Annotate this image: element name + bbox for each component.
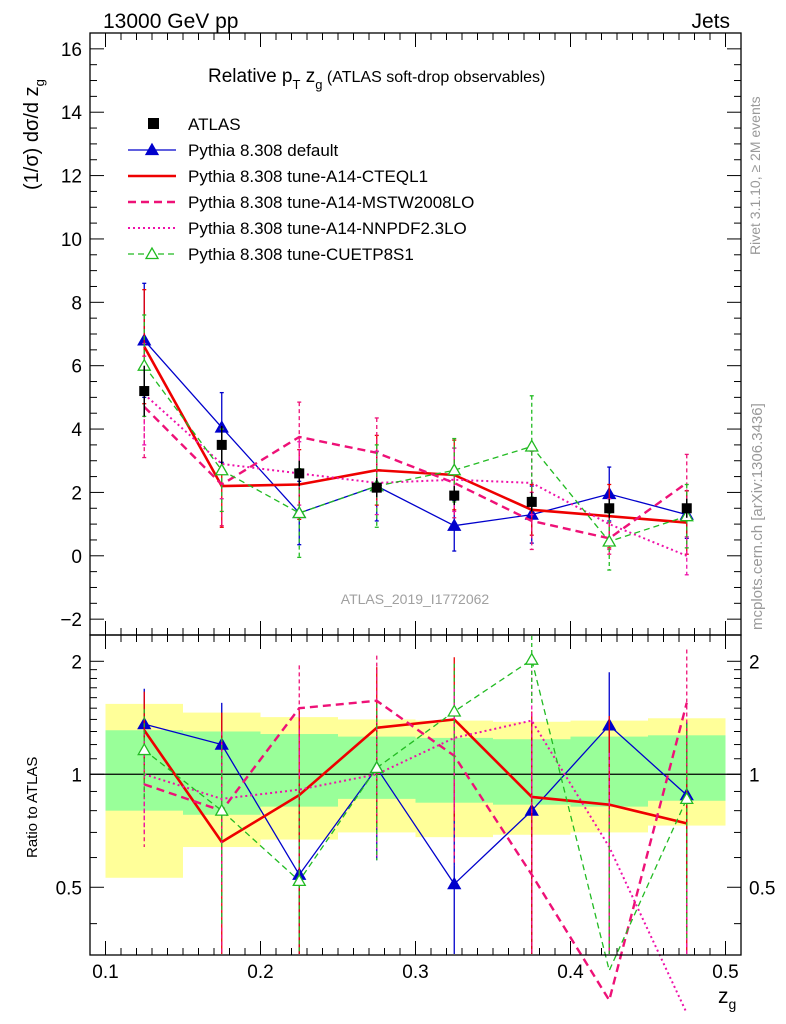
atlas-point <box>371 482 382 493</box>
series-4-ratio-line <box>143 719 688 1014</box>
ratio-y-tick-label-right: 1 <box>749 765 760 786</box>
x-axis-label-text: z <box>718 985 729 1008</box>
title-desc: (ATLAS soft-drop observables) <box>322 69 545 86</box>
series-5-ratio-point <box>214 803 229 816</box>
legend-series-4-label: Pythia 8.308 tune-A14-NNPDF2.3LO <box>188 219 467 238</box>
series-5-point <box>602 534 617 547</box>
y-tick-label: 12 <box>61 167 82 188</box>
x-axis-label-sub: g <box>729 996 737 1012</box>
series-5-point <box>214 462 229 476</box>
title-sub-t: T <box>293 77 301 92</box>
series-5-ratio-point <box>447 704 462 717</box>
title-sub-g: g <box>315 77 322 92</box>
title-z: z <box>300 66 315 87</box>
series-5-point <box>292 505 307 519</box>
y-tick-label: 8 <box>71 293 82 314</box>
series-1-line <box>143 339 687 527</box>
atlas-point <box>294 468 305 479</box>
series-5-point <box>524 439 539 452</box>
series-5-ratio-point <box>137 742 152 756</box>
atlas-point <box>139 386 150 397</box>
x-tick-label: 0.3 <box>402 962 428 983</box>
y-tick-label: 16 <box>61 40 82 61</box>
atlas-point <box>449 490 460 501</box>
y-axis-label-main-text: (1/σ) dσ/d z <box>21 86 43 190</box>
series-5-line <box>143 365 687 543</box>
y-tick-label: 2 <box>71 483 82 504</box>
y-axis-label-ratio: Ratio to ATLAS <box>24 757 41 858</box>
ratio-y-tick-label-right: 0.5 <box>749 878 775 899</box>
series-1-ratio-line <box>144 723 688 886</box>
legend-series-1-label: Pythia 8.308 default <box>188 141 339 160</box>
atlas-point <box>216 439 227 450</box>
series-5-ratio-point <box>679 791 694 805</box>
atlas-point <box>604 503 615 514</box>
y-tick-label: 4 <box>71 420 82 441</box>
x-tick-label: 0.1 <box>92 962 118 983</box>
legend-series-2-label: Pythia 8.308 tune-A14-CTEQL1 <box>188 167 428 186</box>
y-axis-label-main: (1/σ) dσ/d zg <box>21 79 47 190</box>
series-5-ratio-point <box>524 652 539 665</box>
series-2-ratio-line <box>143 718 688 844</box>
ratio-y-tick-label: 1 <box>71 765 82 786</box>
chart-title: Relative pT zg (ATLAS soft-drop observab… <box>208 66 545 92</box>
series-5-ratio-point <box>369 760 384 774</box>
analysis-watermark: ATLAS_2019_I1772062 <box>341 591 490 607</box>
series-3-line <box>143 406 688 540</box>
atlas-point <box>681 503 692 514</box>
x-tick-label: 0.5 <box>712 962 738 983</box>
rivet-label: Rivet 3.1.10, ≥ 2M events <box>747 96 763 255</box>
y-tick-label: 0 <box>71 547 82 568</box>
title-main: Relative p <box>208 66 293 87</box>
y-tick-label: 10 <box>61 230 82 251</box>
legend-atlas-label: ATLAS <box>188 115 241 134</box>
ratio-y-tick-label-right: 2 <box>749 652 760 673</box>
series-2-line <box>143 346 687 524</box>
mcplots-label: mcplots.cern.ch [arXiv:1306.3436] <box>749 403 766 630</box>
legend-series-5-label: Pythia 8.308 tune-CUETP8S1 <box>188 245 414 264</box>
atlas-point <box>526 496 537 507</box>
legend-series-1-marker <box>144 142 160 156</box>
beam-label: 13000 GeV pp <box>103 10 238 33</box>
y-tick-label: 6 <box>71 357 82 378</box>
series-1-ratio-point <box>447 876 462 890</box>
y-axis-label-main-sub: g <box>32 79 47 86</box>
x-tick-label: 0.4 <box>557 962 584 983</box>
jets-label: Jets <box>691 10 730 33</box>
x-tick-label: 0.2 <box>247 962 273 983</box>
legend-series-3-label: Pythia 8.308 tune-A14-MSTW2008LO <box>188 193 474 212</box>
legend-atlas-marker <box>148 118 159 129</box>
series-5-ratio-point <box>292 873 307 887</box>
y-tick-label: 14 <box>61 103 83 124</box>
series-5-point <box>447 462 462 476</box>
ratio-y-tick-label: 0.5 <box>56 878 82 899</box>
y-tick-label: −2 <box>60 610 82 631</box>
series-5-ratio-line <box>143 658 688 973</box>
ratio-y-tick-label: 2 <box>71 652 82 673</box>
x-axis-label: zg <box>718 985 736 1012</box>
legend-series-5-marker <box>144 246 160 260</box>
series-1-point <box>447 518 462 531</box>
